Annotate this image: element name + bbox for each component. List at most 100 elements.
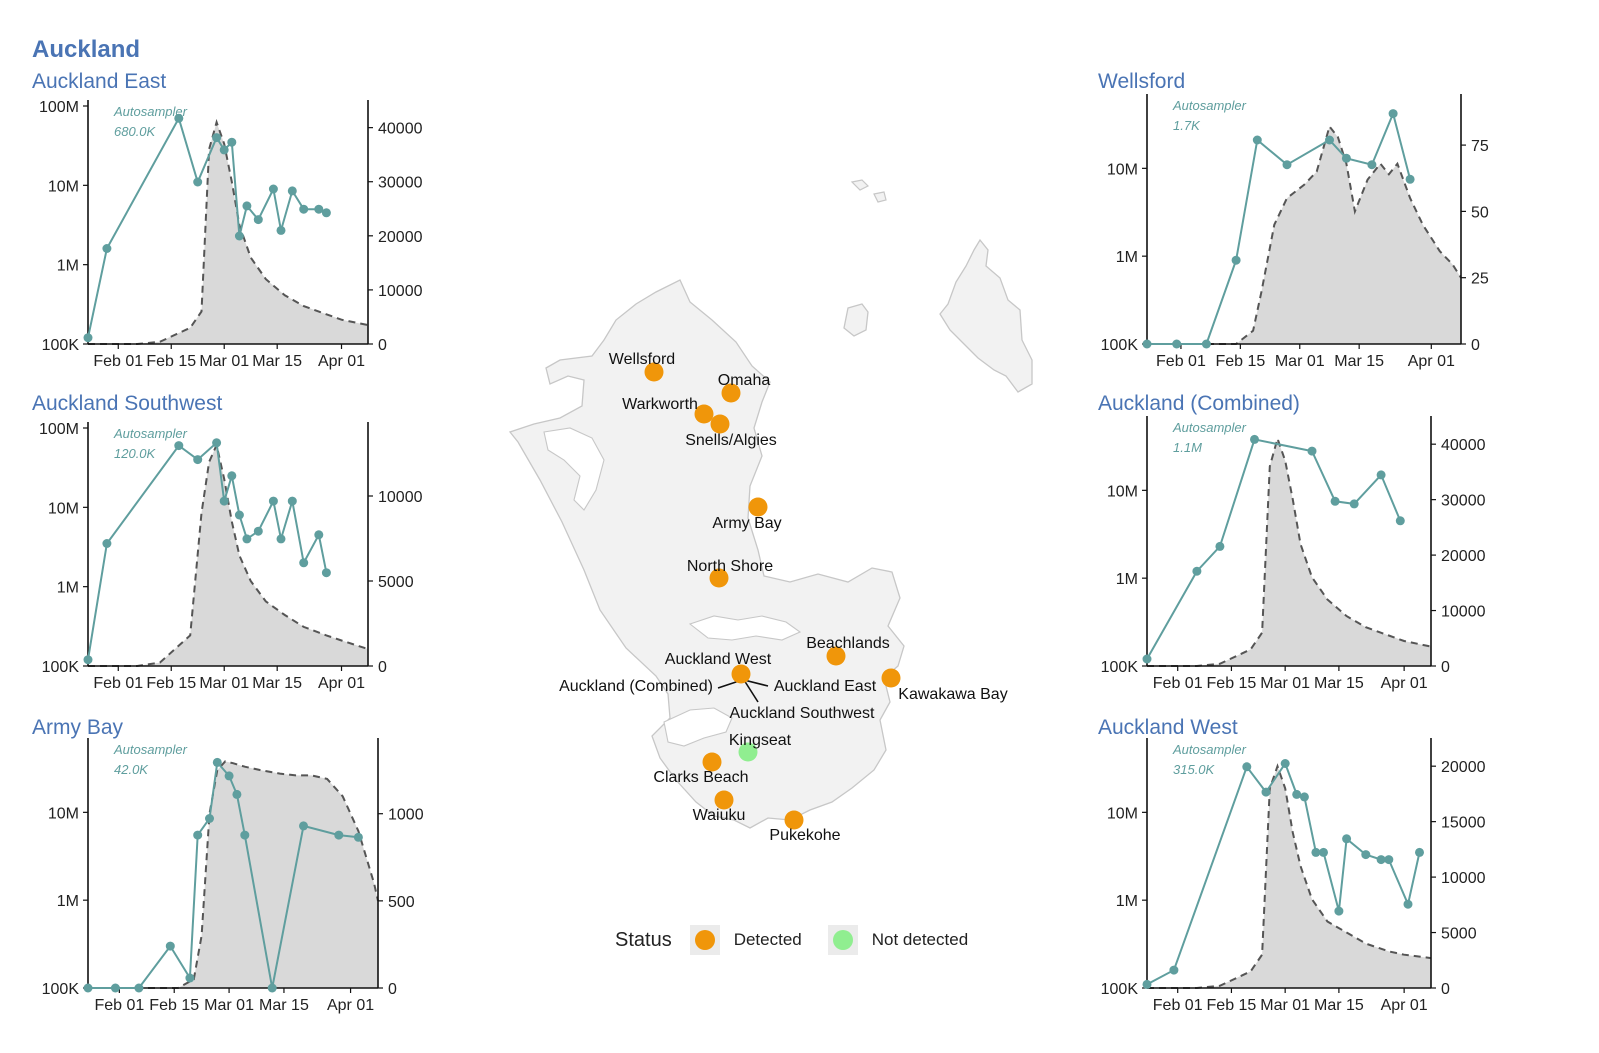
map-harbour-manukau <box>663 707 733 747</box>
sample-point <box>193 177 203 187</box>
site-label: Kingseat <box>729 732 792 749</box>
right-tick-label: 10000 <box>1441 870 1486 887</box>
sample-line <box>87 440 328 660</box>
sample-point <box>212 133 222 143</box>
sample-point <box>321 208 331 218</box>
right-tick-label: 0 <box>378 659 387 676</box>
sample-point <box>1330 496 1340 506</box>
sample-point <box>1215 541 1225 551</box>
site-label: Waiuku <box>693 807 746 824</box>
right-tick-label: 20000 <box>1441 548 1486 565</box>
case-dashed-line <box>88 118 369 345</box>
sample-point <box>185 973 195 983</box>
sampler-annotation: Autosampler <box>113 426 188 441</box>
legend-key-not-detected <box>827 925 858 955</box>
sample-point <box>299 558 309 568</box>
site-dot-kawakawa-bay <box>881 668 901 688</box>
x-tick-label: Feb 01 <box>1153 675 1203 692</box>
site-label: Omaha <box>718 372 771 389</box>
x-tick-label: Mar 01 <box>1275 353 1325 370</box>
sample-point <box>353 832 363 842</box>
left-tick-label: 10M <box>1107 161 1138 178</box>
chart-auckland-combined: 100K 1M 10M 0 10000 20000 30000 40000 Feb 01 Feb … <box>1101 416 1486 692</box>
left-tick-label: 100K <box>42 337 80 354</box>
sample-point <box>83 983 93 993</box>
sample-point <box>242 534 252 544</box>
x-tick-label: Mar 15 <box>1314 675 1364 692</box>
x-tick-label: Mar 01 <box>204 997 254 1014</box>
sample-point <box>1311 847 1321 857</box>
site-label: Kawakawa Bay <box>898 686 1007 703</box>
sample-point <box>1307 446 1317 456</box>
sample-point <box>83 333 93 343</box>
site-dot-waiuku <box>714 790 734 810</box>
site-dot-north-shore <box>709 568 729 588</box>
right-tick-label: 10000 <box>378 489 423 506</box>
sample-point <box>102 244 112 253</box>
x-tick-label: Feb 01 <box>93 353 143 370</box>
right-tick-label: 0 <box>388 981 397 998</box>
sample-point <box>1242 762 1252 772</box>
sample-point <box>219 496 229 506</box>
sampler-annotation: Autosampler <box>113 742 188 757</box>
right-tick-label: 0 <box>1471 337 1480 354</box>
sample-point <box>1361 850 1371 860</box>
x-tick-label: Feb 01 <box>1153 997 1203 1014</box>
sampler-annotation: 42.0K <box>114 762 149 777</box>
sample-point <box>267 983 277 993</box>
sample-point <box>234 510 244 520</box>
x-tick-label: Apr 01 <box>327 997 374 1014</box>
map-sites: Wellsford Omaha Warkworth Snells/Algies Army… <box>559 351 1008 844</box>
right-tick-label: 20000 <box>1441 759 1486 776</box>
sampler-annotation: 120.0K <box>114 446 157 461</box>
sample-point <box>1252 135 1262 145</box>
site-label: Clarks Beach <box>653 769 748 786</box>
map-mainland <box>508 279 905 829</box>
panel-title-auckland-southwest: Auckland Southwest <box>32 392 223 415</box>
site-dot-pukekohe <box>784 810 804 830</box>
sample-point <box>110 983 120 993</box>
site-label: Snells/Algies <box>685 432 777 449</box>
right-tick-label: 25 <box>1471 271 1489 288</box>
chart-auckland-east: 100K 1M 10M 100M 0 10000 20000 30000 40000 Feb 01… <box>39 99 423 370</box>
x-tick-label: Feb 15 <box>1207 997 1257 1014</box>
sample-point <box>1280 759 1290 768</box>
right-tick-label: 10000 <box>1441 604 1486 621</box>
case-dashed-line <box>1147 124 1462 345</box>
chart-auckland-southwest: 100K 1M 10M 100M 0 5000 10000 Feb 01 Feb 15 Mar 0… <box>39 421 423 692</box>
x-tick-label: Mar 15 <box>1314 997 1364 1014</box>
sample-point <box>193 455 203 465</box>
left-tick-label: 1M <box>1116 249 1138 266</box>
right-tick-label: 500 <box>388 894 415 911</box>
x-tick-label: Mar 15 <box>1334 353 1384 370</box>
sample-point <box>253 215 263 225</box>
sample-point <box>234 231 244 241</box>
sample-point <box>227 137 237 147</box>
x-tick-label: Feb 01 <box>1156 353 1206 370</box>
right-tick-label: 30000 <box>378 175 423 192</box>
right-tick-label: 5000 <box>378 574 414 591</box>
left-tick-label: 100K <box>1101 981 1139 998</box>
leader-auckland-southwest <box>743 679 759 703</box>
sample-point <box>1367 160 1377 170</box>
sample-point <box>212 438 222 448</box>
panel-title-auckland-west: Auckland West <box>1098 716 1238 739</box>
site-dot-warkworth <box>694 404 714 424</box>
sample-point <box>268 496 278 506</box>
sample-point <box>240 830 250 840</box>
left-tick-label: 100K <box>42 659 80 676</box>
site-label: Auckland West <box>665 651 772 668</box>
x-tick-label: Feb 15 <box>1215 353 1265 370</box>
map-harbour-waitemata <box>688 615 802 641</box>
sample-point <box>1341 153 1351 163</box>
x-tick-label: Apr 01 <box>1381 997 1428 1014</box>
site-dot-auckland-west <box>731 664 751 684</box>
chart-wellsford: 100K 1M 10M 0 25 50 75 Feb 01 Feb 15 Mar 01 Mar 15… <box>1101 94 1489 370</box>
map-island-little-barrier <box>843 303 869 337</box>
sample-point <box>299 821 308 831</box>
sample-point <box>1349 499 1359 509</box>
sample-point <box>224 771 234 781</box>
sample-point <box>287 496 297 506</box>
sampler-annotation: 1.7K <box>1173 118 1201 133</box>
sample-point <box>174 441 184 451</box>
